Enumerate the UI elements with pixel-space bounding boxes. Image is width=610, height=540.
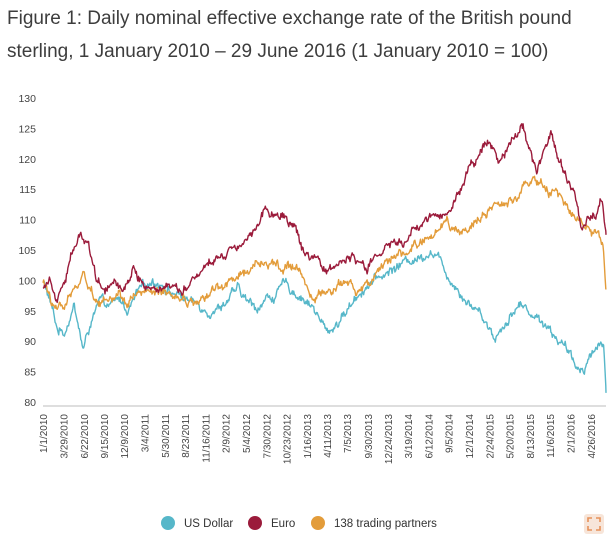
y-tick-label: 95 — [24, 306, 36, 318]
x-tick-label: 1/1/2010 — [39, 414, 50, 453]
y-tick-label: 90 — [24, 336, 36, 348]
series-line — [42, 123, 607, 304]
legend-marker — [161, 516, 175, 530]
y-tick-label: 80 — [24, 397, 36, 409]
x-tick-label: 5/30/2011 — [161, 414, 172, 458]
legend-marker — [248, 516, 262, 530]
x-tick-label: 4/26/2016 — [587, 414, 598, 459]
legend-label: 138 trading partners — [334, 518, 437, 530]
legend-marker — [311, 516, 325, 530]
x-tick-label: 8/23/2011 — [181, 414, 192, 458]
x-tick-label: 5/4/2012 — [242, 414, 253, 453]
x-tick-label: 12/24/2013 — [384, 414, 395, 464]
x-tick-label: 9/30/2013 — [364, 414, 375, 459]
x-tick-label: 7/5/2013 — [343, 414, 354, 453]
x-tick-label: 2/9/2012 — [222, 414, 233, 453]
y-tick-label: 120 — [18, 154, 36, 166]
legend-label: US Dollar — [184, 518, 233, 530]
y-tick-label: 110 — [19, 215, 36, 227]
chart-title-line-1: Figure 1: Daily nominal effective exchan… — [7, 8, 572, 29]
chart-title: Figure 1: Daily nominal effective exchan… — [7, 2, 605, 68]
x-tick-label: 2/1/2016 — [567, 414, 578, 453]
x-tick-label: 8/13/2015 — [526, 414, 537, 459]
x-tick-label: 7/30/2012 — [262, 414, 273, 459]
x-tick-label: 11/6/2015 — [546, 414, 557, 458]
y-tick-label: 125 — [18, 123, 36, 135]
series-line — [42, 250, 607, 393]
y-tick-label: 100 — [18, 275, 36, 287]
x-tick-label: 3/19/2014 — [404, 414, 415, 459]
x-tick-label: 9/15/2010 — [100, 414, 111, 459]
x-tick-label: 3/4/2011 — [140, 414, 151, 453]
x-tick-label: 10/23/2012 — [283, 414, 294, 464]
y-tick-label: 85 — [24, 367, 36, 379]
x-tick-label: 6/12/2014 — [424, 414, 435, 459]
x-tick-label: 5/20/2015 — [506, 414, 517, 459]
x-tick-label: 3/29/2010 — [60, 414, 71, 459]
legend-label: Euro — [271, 518, 295, 530]
y-tick-label: 130 — [18, 93, 36, 105]
x-tick-label: 1/16/2013 — [303, 414, 314, 459]
y-tick-label: 105 — [18, 245, 36, 257]
x-tick-label: 6/22/2010 — [80, 414, 91, 459]
x-tick-label: 2/24/2015 — [485, 414, 496, 459]
expand-icon[interactable] — [584, 514, 604, 534]
x-tick-label: 11/16/2011 — [201, 414, 212, 463]
x-tick-label: 12/1/2014 — [465, 414, 476, 459]
chart-title-line-2: sterling, 1 January 2010 – 29 June 2016 … — [7, 41, 549, 62]
x-tick-label: 9/5/2014 — [445, 414, 456, 453]
x-tick-label: 12/9/2010 — [120, 414, 131, 459]
series-line — [42, 175, 607, 310]
x-tick-label: 4/11/2013 — [323, 414, 334, 458]
y-tick-label: 115 — [19, 184, 36, 196]
